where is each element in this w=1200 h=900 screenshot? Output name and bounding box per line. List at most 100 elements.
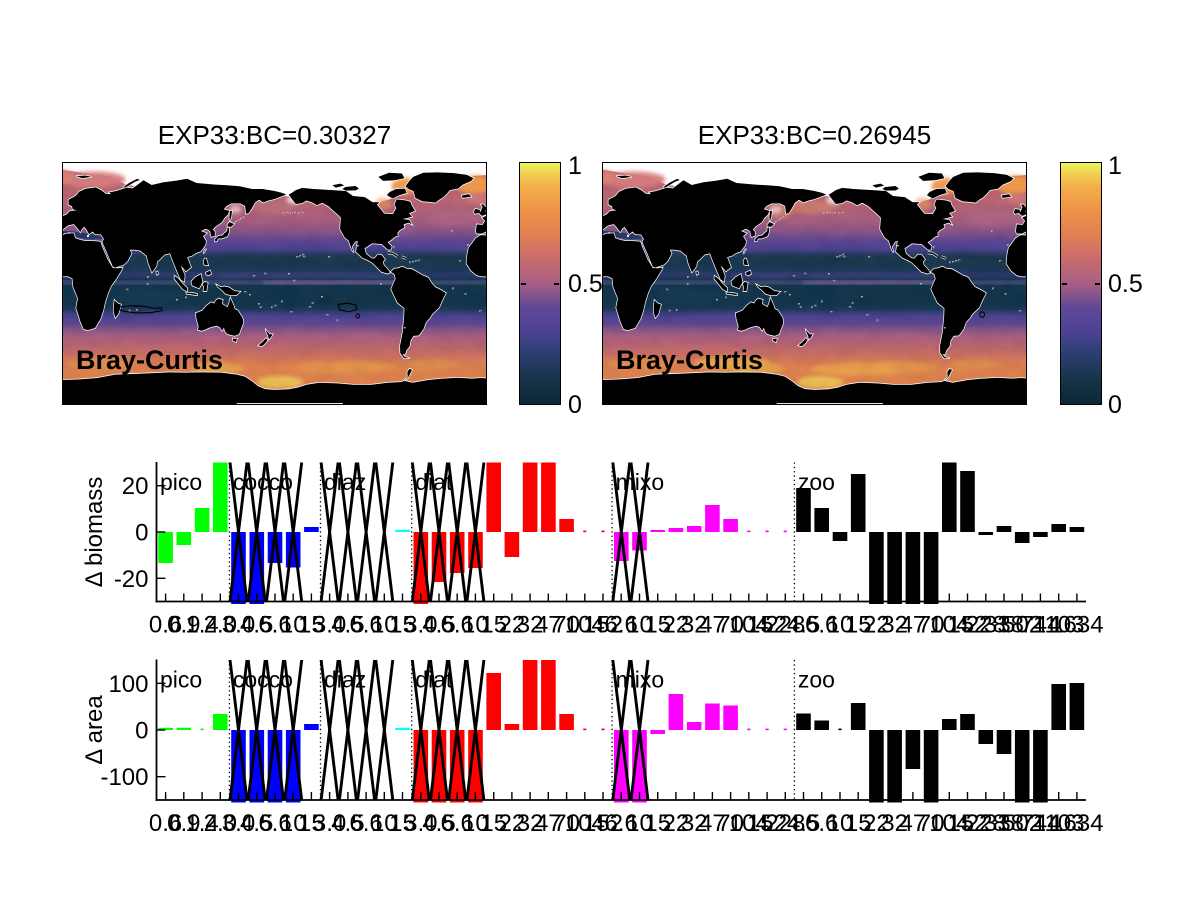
svg-text:32: 32: [881, 612, 908, 639]
svg-text:mixo: mixo: [616, 667, 665, 693]
svg-text:70: 70: [717, 810, 744, 837]
svg-text:32: 32: [681, 612, 708, 639]
svg-text:70: 70: [717, 612, 744, 639]
svg-text:15: 15: [644, 612, 671, 639]
svg-text:Δ area: Δ area: [81, 695, 108, 765]
svg-text:152: 152: [583, 810, 623, 837]
svg-text:0: 0: [135, 520, 148, 547]
svg-text:1103: 1103: [1033, 810, 1085, 837]
svg-text:0.9: 0.9: [167, 612, 200, 639]
svg-text:152: 152: [947, 612, 987, 639]
svg-text:diat: diat: [415, 667, 453, 693]
svg-text:cocco: cocco: [233, 667, 293, 693]
svg-text:152: 152: [947, 810, 987, 837]
svg-text:15: 15: [298, 612, 325, 639]
svg-text:diat: diat: [415, 469, 453, 495]
svg-text:20: 20: [122, 473, 149, 500]
svg-text:15: 15: [298, 810, 325, 837]
svg-text:diaz: diaz: [324, 667, 366, 693]
svg-text:47: 47: [900, 810, 927, 837]
svg-text:744: 744: [1020, 810, 1060, 837]
svg-text:3.0: 3.0: [222, 612, 255, 639]
svg-text:15: 15: [845, 612, 872, 639]
svg-text:22: 22: [863, 810, 890, 837]
svg-text:mixo: mixo: [616, 469, 665, 495]
svg-text:10: 10: [462, 612, 489, 639]
svg-text:pico: pico: [160, 469, 202, 495]
svg-text:70: 70: [918, 810, 945, 837]
svg-text:47: 47: [699, 810, 726, 837]
svg-text:22: 22: [863, 612, 890, 639]
svg-text:10: 10: [371, 612, 398, 639]
svg-text:1.4: 1.4: [185, 612, 218, 639]
svg-text:15: 15: [644, 810, 671, 837]
svg-text:3.0: 3.0: [222, 810, 255, 837]
svg-text:47: 47: [900, 612, 927, 639]
svg-text:104: 104: [929, 810, 969, 837]
svg-text:32: 32: [881, 810, 908, 837]
svg-text:4.5: 4.5: [331, 612, 364, 639]
svg-text:4.5: 4.5: [240, 810, 273, 837]
svg-text:3.0: 3.0: [313, 810, 346, 837]
svg-text:104: 104: [729, 810, 769, 837]
svg-text:4.5: 4.5: [787, 612, 820, 639]
svg-text:104: 104: [929, 612, 969, 639]
svg-text:0.6: 0.6: [149, 612, 182, 639]
svg-text:cocco: cocco: [233, 469, 293, 495]
svg-text:10: 10: [626, 612, 653, 639]
svg-text:4.5: 4.5: [422, 810, 455, 837]
svg-text:502: 502: [1002, 810, 1042, 837]
svg-text:15: 15: [845, 810, 872, 837]
svg-text:pico: pico: [160, 667, 202, 693]
svg-text:338: 338: [984, 612, 1024, 639]
svg-text:47: 47: [535, 810, 562, 837]
svg-text:6.6: 6.6: [805, 810, 838, 837]
svg-text:10: 10: [626, 810, 653, 837]
svg-text:3.0: 3.0: [404, 810, 437, 837]
svg-text:0.9: 0.9: [167, 810, 200, 837]
svg-text:15: 15: [480, 612, 507, 639]
svg-text:228: 228: [765, 612, 805, 639]
svg-text:744: 744: [1020, 612, 1060, 639]
svg-text:228: 228: [765, 810, 805, 837]
svg-text:zoo: zoo: [798, 469, 835, 495]
svg-text:4.5: 4.5: [331, 810, 364, 837]
svg-text:4.5: 4.5: [240, 612, 273, 639]
svg-text:100: 100: [108, 671, 148, 698]
svg-text:104: 104: [565, 810, 605, 837]
svg-text:1634: 1634: [1050, 810, 1103, 837]
svg-text:10: 10: [827, 810, 854, 837]
svg-text:3.0: 3.0: [404, 612, 437, 639]
svg-text:-20: -20: [114, 566, 149, 593]
svg-text:3.0: 3.0: [313, 612, 346, 639]
svg-text:22: 22: [499, 810, 526, 837]
svg-text:6.6: 6.6: [349, 612, 382, 639]
svg-text:2.0: 2.0: [204, 612, 237, 639]
svg-text:152: 152: [747, 810, 787, 837]
svg-text:1103: 1103: [1033, 612, 1085, 639]
svg-text:6.6: 6.6: [805, 612, 838, 639]
svg-text:10: 10: [280, 810, 307, 837]
svg-text:70: 70: [918, 612, 945, 639]
svg-text:152: 152: [747, 612, 787, 639]
svg-text:22: 22: [663, 810, 690, 837]
svg-text:6.6: 6.6: [349, 810, 382, 837]
svg-text:6.6: 6.6: [441, 810, 474, 837]
svg-text:10: 10: [462, 810, 489, 837]
svg-text:47: 47: [535, 612, 562, 639]
svg-text:15: 15: [389, 612, 416, 639]
svg-text:0: 0: [135, 718, 148, 745]
svg-text:47: 47: [699, 612, 726, 639]
svg-text:4.5: 4.5: [787, 810, 820, 837]
svg-text:70: 70: [553, 810, 580, 837]
svg-text:2.0: 2.0: [204, 810, 237, 837]
svg-text:32: 32: [681, 810, 708, 837]
svg-text:-100: -100: [100, 764, 148, 791]
svg-text:6.6: 6.6: [441, 612, 474, 639]
svg-text:502: 502: [1002, 612, 1042, 639]
svg-text:diaz: diaz: [324, 469, 366, 495]
svg-text:Δ biomass: Δ biomass: [81, 477, 108, 588]
svg-text:22: 22: [663, 612, 690, 639]
svg-text:1.4: 1.4: [185, 810, 218, 837]
svg-text:22: 22: [499, 612, 526, 639]
